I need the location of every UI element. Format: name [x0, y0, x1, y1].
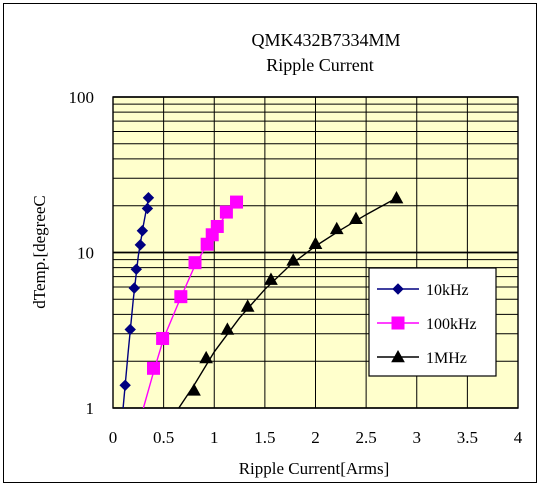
series-line-10khz — [122, 193, 151, 408]
chart-title: QMK432B7334MM — [251, 30, 400, 50]
data-point-100khz — [210, 219, 224, 233]
x-tick-label: 0.5 — [153, 428, 174, 447]
chart-subtitle: Ripple Current — [266, 55, 373, 75]
data-point-10khz — [136, 225, 149, 237]
data-point-10khz — [130, 263, 142, 275]
data-point-1mhz — [349, 211, 363, 224]
x-tick-label: 2.5 — [356, 428, 377, 447]
legend-label-10khz: 10kHz — [426, 282, 469, 299]
legend-box — [368, 267, 497, 377]
y-tick-label: 100 — [69, 88, 95, 107]
data-point-1mhz — [264, 272, 278, 285]
data-point-10khz — [128, 282, 140, 294]
legend-label-1mhz: 1MHz — [426, 350, 467, 367]
data-point-100khz — [230, 195, 244, 209]
data-point-100khz — [174, 290, 188, 304]
legend-marker-1mhz — [391, 349, 405, 363]
data-point-100khz — [188, 256, 202, 270]
legend-marker-10khz — [392, 283, 404, 295]
data-point-10khz — [141, 202, 154, 215]
legend-marker-100khz — [391, 316, 405, 330]
data-point-1mhz — [199, 350, 213, 364]
x-tick-label: 3.5 — [457, 428, 478, 447]
data-point-100khz — [147, 361, 160, 375]
plot-border — [112, 96, 519, 409]
data-point-10khz — [119, 379, 131, 391]
data-point-10khz — [124, 323, 136, 336]
data-point-1mhz — [240, 299, 255, 312]
legend-label-100khz: 100kHz — [426, 316, 477, 333]
x-axis-title: Ripple Current[Arms] — [239, 459, 390, 478]
data-point-10khz — [142, 192, 155, 204]
data-point-1mhz — [187, 383, 201, 396]
data-point-1mhz — [286, 253, 301, 266]
data-point-100khz — [156, 331, 170, 345]
data-point-100khz — [219, 205, 233, 219]
x-tick-label: 1.5 — [254, 428, 275, 447]
y-tick-label: 1 — [86, 399, 95, 418]
x-tick-label: 0 — [109, 428, 118, 447]
x-tick-label: 1 — [210, 428, 219, 447]
data-point-1mhz — [329, 221, 344, 235]
data-point-1mhz — [220, 322, 235, 335]
data-point-10khz — [134, 239, 147, 251]
data-point-1mhz — [389, 191, 404, 204]
y-tick-label: 10 — [77, 244, 94, 263]
y-axis-title: dTemp.[degreeC — [30, 195, 49, 309]
x-tick-label: 2 — [311, 428, 320, 447]
x-tick-label: 4 — [514, 428, 523, 447]
data-point-1mhz — [308, 236, 323, 249]
x-tick-label: 3 — [413, 428, 422, 447]
